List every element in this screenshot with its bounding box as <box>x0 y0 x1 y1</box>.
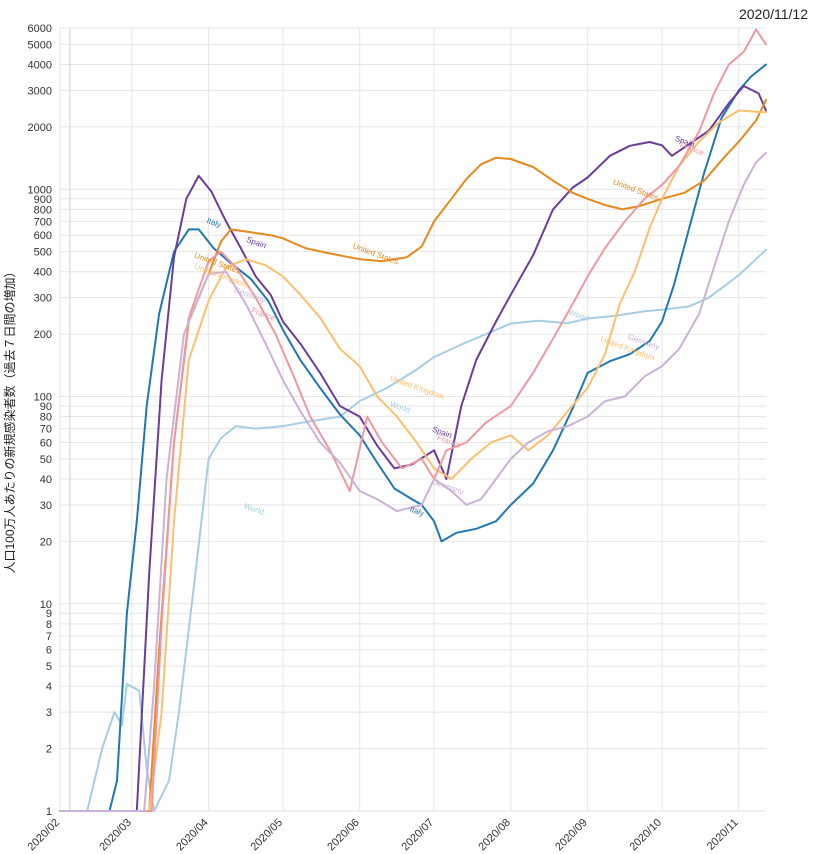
x-tick-label: 2020/10 <box>627 817 664 854</box>
y-tick-label: 80 <box>40 412 52 424</box>
series-line-united-kingdom <box>59 109 767 812</box>
y-tick-label: 1 <box>46 806 52 818</box>
y-tick-label: 30 <box>40 500 52 512</box>
y-tick-label: 4 <box>46 681 52 693</box>
y-tick-label: 300 <box>34 293 52 305</box>
y-tick-label: 500 <box>34 247 52 259</box>
x-tick-label: 2020/05 <box>248 817 285 854</box>
y-tick-label: 2 <box>46 744 52 756</box>
series-line-united-states <box>59 98 767 812</box>
y-tick-label: 60 <box>40 437 52 449</box>
y-tick-label: 6000 <box>28 23 52 35</box>
series-line-world <box>59 248 767 812</box>
series-label: Germany <box>431 477 465 497</box>
y-tick-label: 6 <box>46 645 52 657</box>
y-tick-label: 50 <box>40 454 52 466</box>
y-tick-label: 40 <box>40 474 52 486</box>
x-tick-label: 2020/07 <box>400 817 437 854</box>
y-tick-label: 70 <box>40 424 52 436</box>
y-tick-label: 900 <box>34 194 52 206</box>
y-tick-label: 2000 <box>28 122 52 134</box>
x-axis-ticks: 2020/02 2020/03 2020/04 2020/05 2020/06 2020/… <box>26 817 741 854</box>
y-tick-label: 9 <box>46 608 52 620</box>
y-tick-label: 8 <box>46 619 52 631</box>
y-tick-label: 400 <box>34 267 52 279</box>
series-line-france <box>59 28 767 812</box>
series-label: United States <box>352 242 400 267</box>
y-tick-label: 800 <box>34 204 52 216</box>
series-label: Italy <box>205 216 222 229</box>
y-tick-label: 1000 <box>28 184 52 196</box>
y-axis-label: 人口100万人あたりの新規感染者数（過去７日間の増加） <box>2 265 17 573</box>
x-tick-label: 2020/09 <box>553 817 590 854</box>
y-tick-label: 600 <box>34 230 52 242</box>
x-tick-label: 2020/03 <box>97 817 134 854</box>
y-tick-label: 700 <box>34 216 52 228</box>
x-tick-label: 2020/06 <box>325 817 362 854</box>
y-tick-label: 3 <box>46 707 52 719</box>
x-tick-label: 2020/04 <box>174 817 211 854</box>
series-label: United Kingdom <box>389 374 446 402</box>
y-tick-label: 3000 <box>28 85 52 97</box>
y-tick-label: 10 <box>40 599 52 611</box>
series-label: Spain <box>245 235 267 250</box>
series-line-spain <box>59 85 767 812</box>
y-tick-label: 200 <box>34 329 52 341</box>
y-tick-label: 90 <box>40 401 52 413</box>
y-tick-label: 5000 <box>28 39 52 51</box>
y-tick-label: 5 <box>46 661 52 673</box>
date-stamp: 2020/11/12 <box>738 6 808 22</box>
series-label: World <box>243 501 266 517</box>
y-tick-label: 100 <box>34 392 52 404</box>
x-tick-label: 2020/02 <box>26 817 63 854</box>
y-tick-label: 4000 <box>28 59 52 71</box>
series-lines <box>59 28 767 812</box>
x-tick-label: 2020/08 <box>476 817 513 854</box>
y-tick-label: 20 <box>40 536 52 548</box>
y-tick-label: 7 <box>46 631 52 643</box>
x-tick-label: 2020/11 <box>705 817 741 853</box>
series-line-germany <box>59 151 767 812</box>
